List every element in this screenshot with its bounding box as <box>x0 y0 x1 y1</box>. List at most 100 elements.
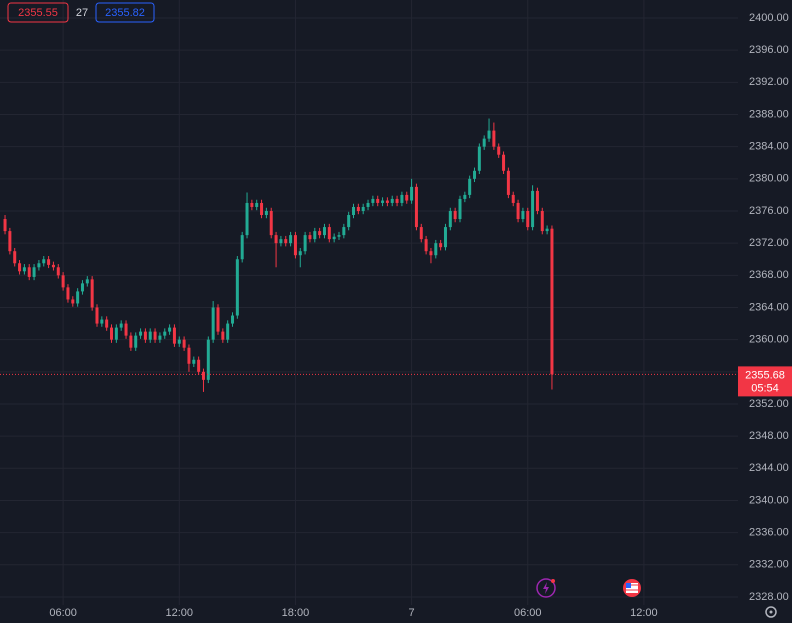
candle-body <box>284 239 288 244</box>
y-tick-label: 2376.00 <box>749 205 789 217</box>
candle-body <box>419 227 423 240</box>
y-tick-label: 2396.00 <box>749 44 789 56</box>
ask-price[interactable]: 2355.82 <box>105 7 145 19</box>
candle <box>419 223 423 243</box>
candle <box>453 207 457 223</box>
last-price: 2355.68 <box>745 369 785 381</box>
candle-body <box>95 307 99 324</box>
candle <box>143 328 147 343</box>
candle-body <box>545 228 549 232</box>
candle-body <box>172 327 176 344</box>
candle <box>526 207 530 231</box>
y-tick-label: 2360.00 <box>749 334 789 346</box>
candle <box>124 320 128 339</box>
candle-body <box>371 198 375 203</box>
candle <box>458 195 462 223</box>
candle <box>535 187 539 215</box>
candle-body <box>201 371 205 380</box>
candle <box>279 235 283 247</box>
candle <box>366 199 370 211</box>
candle-body <box>32 267 36 277</box>
candle-body <box>361 206 365 211</box>
candle-body <box>506 170 510 195</box>
candle <box>303 231 307 255</box>
candle <box>240 231 244 263</box>
candle <box>90 276 94 311</box>
candle-body <box>347 215 351 228</box>
candle <box>119 320 123 331</box>
candle <box>231 312 235 327</box>
candle-body <box>352 206 356 216</box>
candle-body <box>177 339 181 344</box>
candle <box>352 203 356 219</box>
gear[interactable] <box>765 606 777 618</box>
x-tick-label: 7 <box>409 607 415 619</box>
candle-body <box>477 146 481 171</box>
candle-body <box>516 202 520 220</box>
candle <box>13 247 17 267</box>
candle-body <box>540 210 544 232</box>
candle-body <box>148 331 152 340</box>
candle <box>158 332 162 343</box>
candle <box>468 175 472 199</box>
bid-price[interactable]: 2355.55 <box>18 7 58 19</box>
candle-body <box>250 202 254 207</box>
candle <box>284 235 288 247</box>
candle-body <box>526 210 530 228</box>
candle-body <box>206 339 210 380</box>
candle <box>473 167 477 183</box>
candle-body <box>231 315 235 324</box>
candle <box>337 231 341 240</box>
candle <box>502 151 506 175</box>
candle <box>381 197 385 207</box>
candle <box>105 316 109 331</box>
candle <box>308 231 312 243</box>
candle-body <box>124 323 128 336</box>
candle-body <box>293 235 297 256</box>
candle-body <box>318 231 322 236</box>
candle-body <box>405 194 409 201</box>
candle-body <box>211 307 215 340</box>
candle-body <box>3 219 7 232</box>
candle-body <box>42 259 46 264</box>
candle-body <box>187 347 191 364</box>
candle-body <box>119 323 123 328</box>
spread: 27 <box>76 7 88 19</box>
x-tick-label: 06:00 <box>49 607 77 619</box>
candle <box>550 225 554 390</box>
gear-center <box>769 610 773 614</box>
candle <box>424 235 428 255</box>
candle-body <box>27 267 31 277</box>
candle <box>71 296 75 307</box>
candle-body <box>332 236 336 240</box>
candle-body <box>395 198 399 203</box>
candle-body <box>308 235 312 240</box>
candle-body <box>487 130 491 139</box>
candle-body <box>531 190 535 228</box>
y-tick-label: 2352.00 <box>749 398 789 410</box>
candle <box>497 143 501 158</box>
candle-body <box>400 194 404 203</box>
candle <box>187 344 191 372</box>
candle <box>182 336 186 351</box>
flag <box>626 583 638 593</box>
flag-canton <box>626 583 631 588</box>
candle <box>298 247 302 268</box>
y-tick-label: 2344.00 <box>749 462 789 474</box>
us-event-icon[interactable] <box>623 579 641 597</box>
candle-body <box>289 235 293 244</box>
candle <box>487 118 491 142</box>
ask-box[interactable] <box>95 2 155 23</box>
y-tick-label: 2340.00 <box>749 494 789 506</box>
candle <box>531 185 535 231</box>
event-icon[interactable] <box>536 578 556 598</box>
candle-body <box>221 331 225 340</box>
candle <box>22 264 26 275</box>
bid-box[interactable] <box>7 2 69 23</box>
candle <box>172 324 176 347</box>
x-tick-label: 12:00 <box>630 607 658 619</box>
candle-body <box>105 319 109 328</box>
candle <box>56 264 60 279</box>
settings-icon[interactable] <box>765 606 777 618</box>
